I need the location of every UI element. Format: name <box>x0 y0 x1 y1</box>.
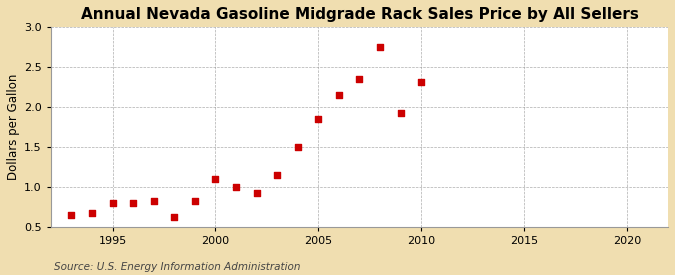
Point <box>148 199 159 204</box>
Point <box>313 117 324 121</box>
Point <box>354 77 365 81</box>
Point <box>231 185 242 189</box>
Text: Source: U.S. Energy Information Administration: Source: U.S. Energy Information Administ… <box>54 262 300 272</box>
Y-axis label: Dollars per Gallon: Dollars per Gallon <box>7 74 20 180</box>
Point <box>107 201 118 205</box>
Point <box>416 79 427 84</box>
Point <box>169 215 180 220</box>
Point <box>128 201 138 205</box>
Point <box>210 177 221 181</box>
Point <box>396 111 406 115</box>
Title: Annual Nevada Gasoline Midgrade Rack Sales Price by All Sellers: Annual Nevada Gasoline Midgrade Rack Sal… <box>80 7 639 22</box>
Point <box>190 199 200 203</box>
Point <box>375 45 385 50</box>
Point <box>292 145 303 149</box>
Point <box>272 173 283 177</box>
Point <box>86 210 97 215</box>
Point <box>251 191 262 195</box>
Point <box>66 213 77 217</box>
Point <box>333 93 344 97</box>
